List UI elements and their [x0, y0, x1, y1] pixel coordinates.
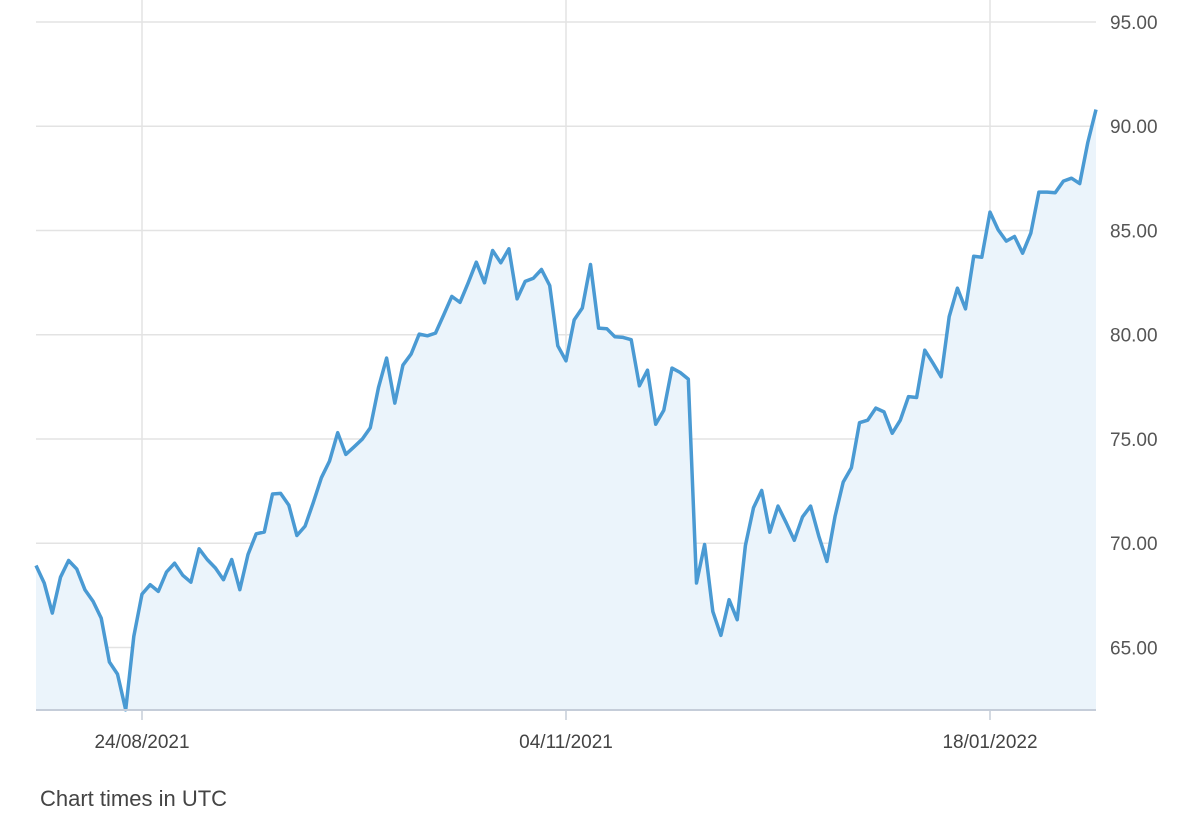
y-tick-label: 65.00: [1110, 638, 1158, 659]
x-tick-label: 04/11/2021: [519, 732, 613, 753]
y-tick-label: 95.00: [1110, 13, 1158, 34]
chart-timezone-note: Chart times in UTC: [40, 786, 228, 811]
y-tick-label: 80.00: [1110, 326, 1158, 347]
y-tick-label: 75.00: [1110, 430, 1158, 451]
axes: 65.00 70.00 75.00 80.00 85.00 90.00 95.00 24/08…: [36, 13, 1158, 753]
y-tick-label: 70.00: [1110, 534, 1158, 555]
price-line-series: [34, 109, 1098, 712]
x-tick-label: 18/01/2022: [942, 732, 1037, 753]
y-tick-label: 90.00: [1110, 117, 1158, 138]
y-tick-label: 85.00: [1110, 221, 1158, 242]
price-area-fill: [36, 109, 1096, 711]
x-tick-label: 24/08/2021: [94, 732, 189, 753]
